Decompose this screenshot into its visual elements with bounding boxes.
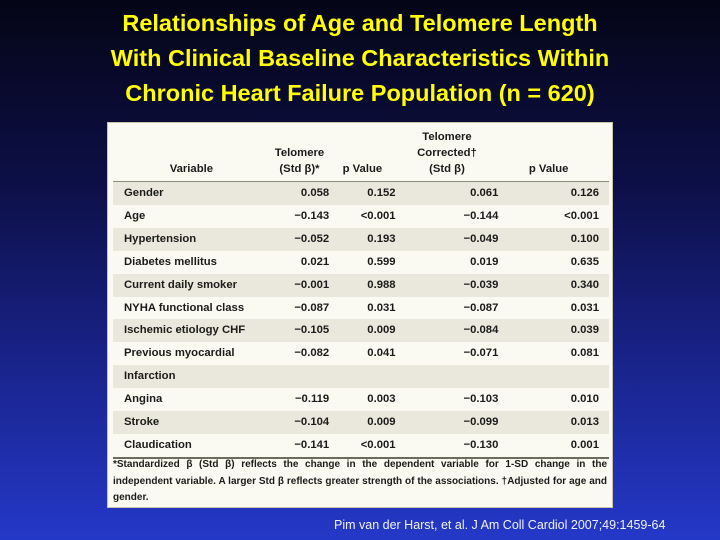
cell-corrected: −0.130 bbox=[395, 433, 499, 459]
cell-telomere: −0.052 bbox=[269, 227, 330, 251]
header-row-bottom: Variable (Std β)* p Value (Std β) p Valu… bbox=[113, 161, 609, 182]
cell-variable: Diabetes mellitus bbox=[113, 250, 270, 274]
cell-corrected: −0.087 bbox=[395, 296, 499, 320]
header-variable: Variable bbox=[113, 161, 270, 182]
cell-p-value-1: 0.009 bbox=[329, 319, 396, 343]
cell-p-value-2: 0.340 bbox=[498, 273, 609, 297]
cell-p-value-1 bbox=[329, 365, 396, 389]
cell-p-value-2: 0.635 bbox=[498, 250, 609, 274]
cell-variable: Infarction bbox=[113, 365, 270, 389]
cell-corrected: −0.049 bbox=[395, 227, 499, 251]
cell-p-value-2: 0.031 bbox=[498, 296, 609, 320]
title-line-3: Chronic Heart Failure Population (n = 62… bbox=[125, 80, 595, 106]
table-row: Ischemic etiology CHF −0.105 0.009 −0.08… bbox=[113, 319, 609, 343]
cell-corrected: −0.039 bbox=[395, 273, 499, 297]
header-row-top: Telomere Telomere Corrected† bbox=[113, 129, 609, 161]
header-corrected-bottom: (Std β) bbox=[395, 161, 499, 182]
table-row: Hypertension −0.052 0.193 −0.049 0.100 bbox=[113, 227, 609, 251]
cell-corrected: −0.144 bbox=[395, 204, 499, 228]
cell-p-value-2: 0.081 bbox=[498, 342, 609, 366]
cell-p-value-1: 0.193 bbox=[329, 227, 396, 251]
cell-variable: Stroke bbox=[113, 411, 270, 434]
cell-telomere: −0.001 bbox=[269, 273, 330, 297]
citation: Pim van der Harst, et al. J Am Coll Card… bbox=[334, 518, 666, 532]
cell-telomere: −0.105 bbox=[269, 319, 330, 343]
cell-p-value-2: 0.013 bbox=[498, 411, 609, 434]
cell-telomere: −0.141 bbox=[269, 433, 330, 459]
header-p-value-2: p Value bbox=[498, 161, 609, 182]
cell-p-value-1: 0.041 bbox=[329, 342, 396, 366]
cell-telomere: −0.082 bbox=[269, 342, 330, 366]
cell-p-value-1: 0.003 bbox=[329, 388, 396, 412]
title-line-1: Relationships of Age and Telomere Length bbox=[122, 10, 598, 36]
cell-variable: Gender bbox=[113, 181, 270, 205]
cell-telomere: −0.104 bbox=[269, 411, 330, 434]
cell-p-value-2: 0.010 bbox=[498, 388, 609, 412]
cell-variable: NYHA functional class bbox=[113, 296, 270, 320]
cell-variable: Current daily smoker bbox=[113, 273, 270, 297]
cell-variable: Hypertension bbox=[113, 227, 270, 251]
cell-telomere: −0.087 bbox=[269, 296, 330, 320]
table-row: Current daily smoker −0.001 0.988 −0.039… bbox=[113, 273, 609, 297]
slide-title: Relationships of Age and Telomere Length… bbox=[0, 6, 720, 111]
table-row: Stroke −0.104 0.009 −0.099 0.013 bbox=[113, 411, 609, 434]
cell-corrected: 0.019 bbox=[395, 250, 499, 274]
cell-p-value-1: 0.599 bbox=[329, 250, 396, 274]
cell-corrected: −0.099 bbox=[395, 411, 499, 434]
cell-corrected: −0.103 bbox=[395, 388, 499, 412]
cell-p-value-2: 0.039 bbox=[498, 319, 609, 343]
cell-variable: Previous myocardial bbox=[113, 342, 270, 366]
cell-p-value-2: 0.100 bbox=[498, 227, 609, 251]
cell-telomere: 0.021 bbox=[269, 250, 330, 274]
table-row: NYHA functional class −0.087 0.031 −0.08… bbox=[113, 296, 609, 320]
table-row: Gender 0.058 0.152 0.061 0.126 bbox=[113, 181, 609, 205]
cell-variable: Ischemic etiology CHF bbox=[113, 319, 270, 343]
cell-p-value-1: 0.988 bbox=[329, 273, 396, 297]
table-panel: Telomere Telomere Corrected† Variable (S… bbox=[107, 122, 613, 508]
cell-p-value-2 bbox=[498, 365, 609, 389]
cell-corrected: −0.071 bbox=[395, 342, 499, 366]
cell-variable: Age bbox=[113, 204, 270, 228]
cell-p-value-2: <0.001 bbox=[498, 204, 609, 228]
header-corrected-top: Telomere Corrected† bbox=[417, 131, 477, 159]
cell-p-value-1: <0.001 bbox=[329, 433, 396, 459]
cell-telomere: −0.143 bbox=[269, 204, 330, 228]
table-row: Age −0.143 <0.001 −0.144 <0.001 bbox=[113, 204, 609, 228]
cell-p-value-1: <0.001 bbox=[329, 204, 396, 228]
data-table: Telomere Telomere Corrected† Variable (S… bbox=[113, 129, 609, 459]
table-footnote: *Standardized β (Std β) reflects the cha… bbox=[113, 459, 607, 503]
table-row: Angina −0.119 0.003 −0.103 0.010 bbox=[113, 388, 609, 412]
cell-p-value-1: 0.152 bbox=[329, 181, 396, 205]
cell-variable: Angina bbox=[113, 388, 270, 412]
table-row: Diabetes mellitus 0.021 0.599 0.019 0.63… bbox=[113, 250, 609, 274]
cell-p-value-2: 0.126 bbox=[498, 181, 609, 205]
cell-telomere bbox=[269, 365, 330, 389]
cell-telomere: −0.119 bbox=[269, 388, 330, 412]
cell-telomere: 0.058 bbox=[269, 181, 330, 205]
header-telomere-bottom: (Std β)* bbox=[269, 161, 330, 182]
title-line-2: With Clinical Baseline Characteristics W… bbox=[110, 45, 610, 71]
cell-p-value-2: 0.001 bbox=[498, 433, 609, 459]
cell-corrected: 0.061 bbox=[395, 181, 499, 205]
table-row: Previous myocardial −0.082 0.041 −0.071 … bbox=[113, 342, 609, 366]
header-p-value-1: p Value bbox=[329, 161, 396, 182]
table-row: Infarction bbox=[113, 365, 609, 389]
cell-corrected: −0.084 bbox=[395, 319, 499, 343]
table-row: Claudication −0.141 <0.001 −0.130 0.001 bbox=[113, 433, 609, 459]
cell-corrected bbox=[395, 365, 499, 389]
cell-p-value-1: 0.031 bbox=[329, 296, 396, 320]
header-telomere-top: Telomere bbox=[274, 147, 325, 159]
cell-p-value-1: 0.009 bbox=[329, 411, 396, 434]
cell-variable: Claudication bbox=[113, 433, 270, 459]
